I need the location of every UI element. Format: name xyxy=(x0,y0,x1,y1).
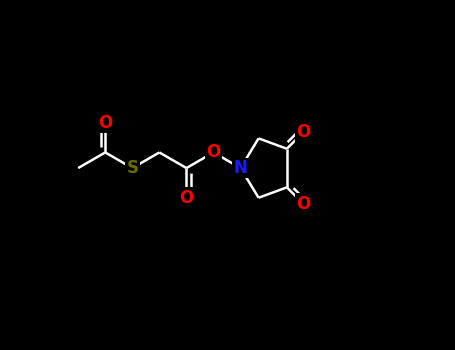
Text: O: O xyxy=(179,189,193,207)
Text: O: O xyxy=(207,144,221,161)
Text: O: O xyxy=(296,124,310,141)
Text: S: S xyxy=(126,159,138,177)
Text: O: O xyxy=(98,114,112,132)
Text: N: N xyxy=(233,159,248,177)
Text: O: O xyxy=(296,195,310,213)
